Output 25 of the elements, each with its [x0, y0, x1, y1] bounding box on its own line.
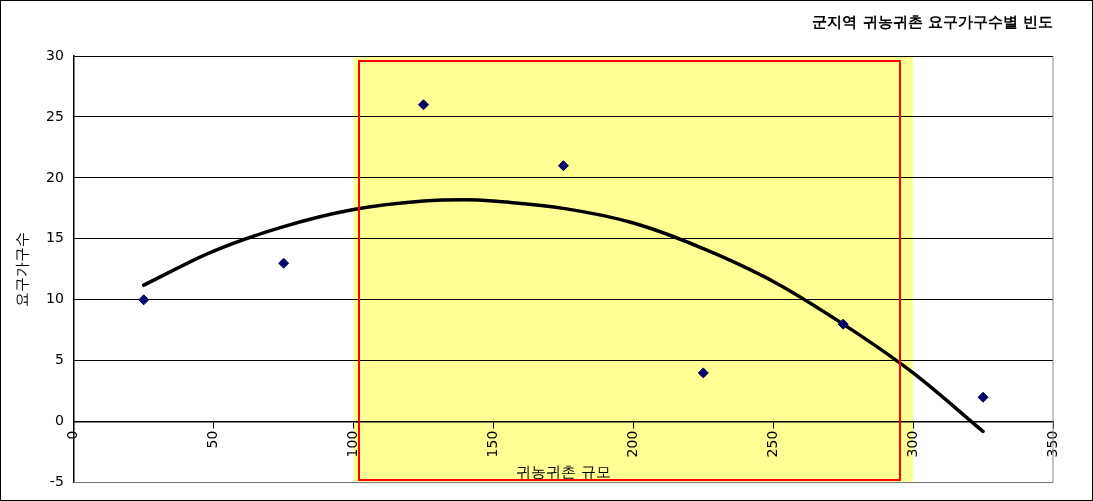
point: [697, 367, 709, 379]
y-tick-label: -5: [49, 473, 64, 490]
chart-title: 군지역 귀농귀촌 요구가구수별 빈도: [812, 12, 1053, 31]
point: [557, 160, 569, 172]
y-tick-label: 15: [45, 229, 64, 246]
y-tick-label: 5: [54, 351, 64, 368]
point: [278, 257, 290, 269]
y-tick-label: 10: [45, 290, 64, 307]
y-tick-label: 25: [45, 107, 64, 124]
y-tick-label: 0: [54, 412, 64, 429]
point: [418, 99, 430, 111]
x-tick-label: 150: [484, 430, 501, 458]
x-tick-label: 250: [763, 430, 780, 458]
x-tick-label: 50: [204, 430, 221, 449]
x-axis-title: 귀농귀촌 규모: [516, 463, 611, 482]
y-axis-title: 요구가구수: [12, 231, 31, 307]
x-tick-label: 350: [1043, 430, 1060, 458]
x-tick-label: 200: [623, 430, 640, 458]
x-tick-label: 300: [903, 430, 920, 458]
y-tick-label: 30: [45, 46, 64, 63]
point: [837, 318, 849, 330]
point: [977, 391, 989, 403]
x-tick-label: 100: [344, 430, 361, 458]
point: [138, 294, 150, 306]
y-tick-label: 20: [45, 168, 64, 185]
